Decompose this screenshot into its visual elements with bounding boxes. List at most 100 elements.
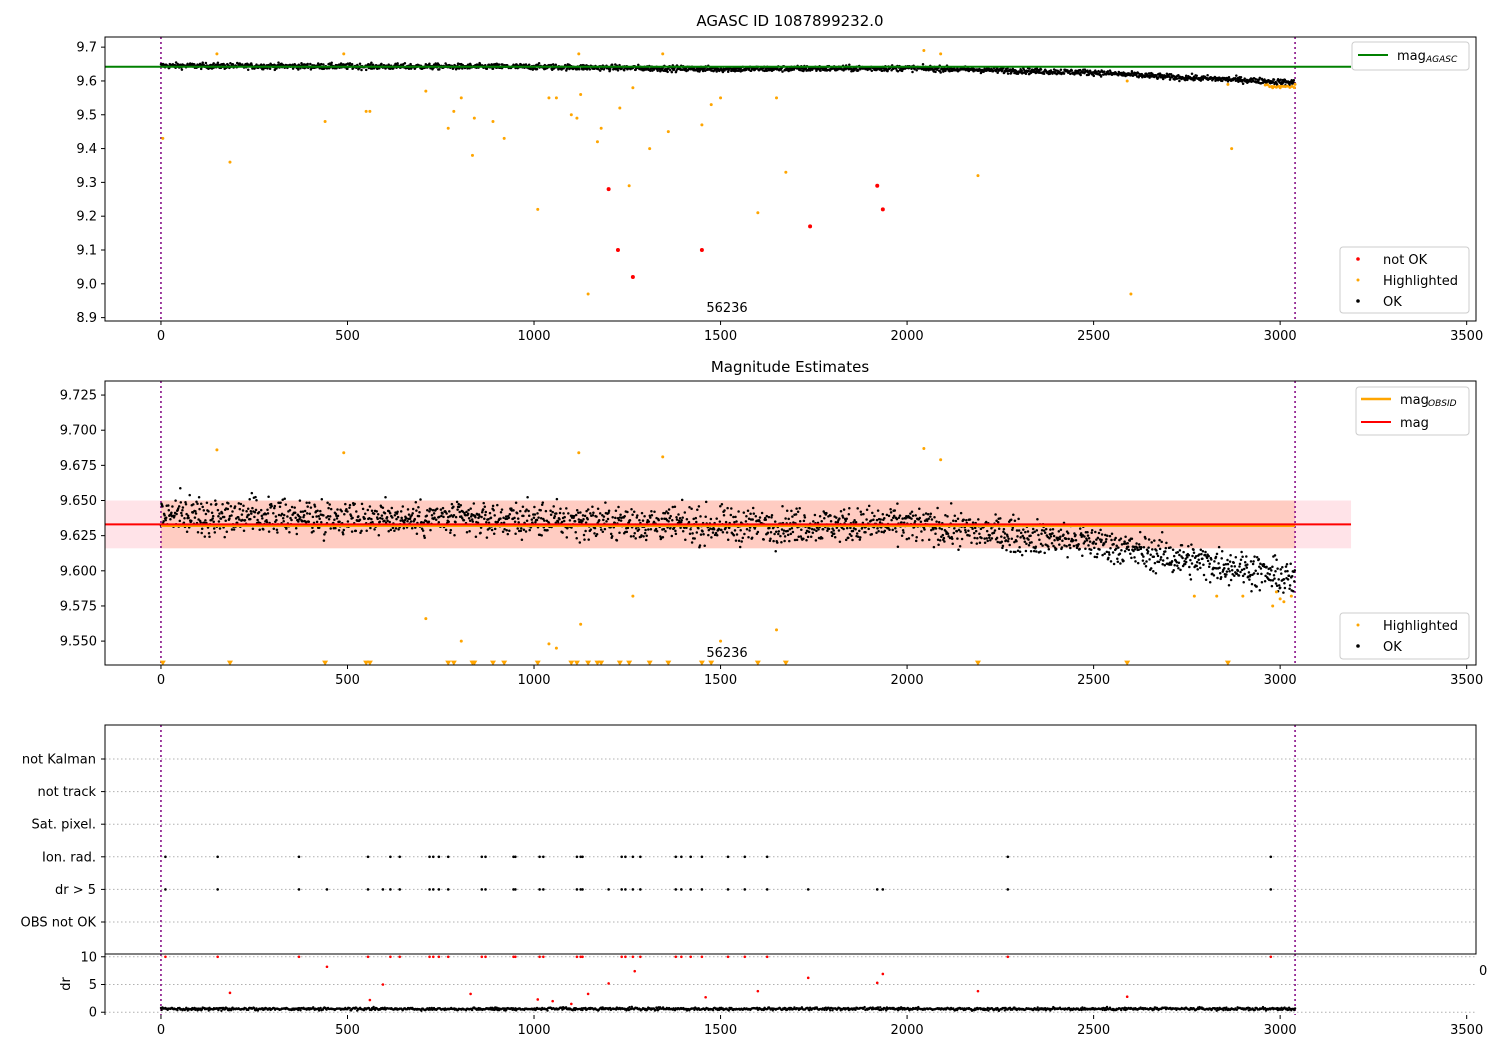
ok-point	[181, 506, 185, 509]
ok-point	[1147, 72, 1151, 75]
ok-point	[725, 531, 729, 534]
ok-point	[952, 519, 955, 522]
ok-point	[363, 517, 366, 520]
flag-point	[689, 888, 693, 891]
ok-point	[650, 514, 654, 517]
ok-point	[709, 517, 713, 521]
ok-point	[1151, 548, 1154, 551]
ok-point	[965, 518, 968, 522]
highlighted-point	[1293, 82, 1297, 86]
ok-point	[1064, 537, 1068, 540]
ok-point	[492, 509, 495, 512]
ok-point	[1065, 544, 1068, 548]
ok-point	[229, 504, 233, 508]
ok-point	[1146, 552, 1149, 555]
ok-point	[637, 63, 640, 67]
ok-point	[774, 530, 778, 534]
ok-point	[204, 61, 208, 65]
ok-point	[185, 530, 189, 533]
ok-point	[645, 534, 648, 538]
panel3-flag-points	[164, 855, 1273, 891]
ok-point	[376, 517, 379, 521]
ok-point	[582, 518, 585, 521]
ok-point	[411, 507, 415, 511]
ok-point	[1053, 539, 1056, 542]
ok-point	[333, 518, 336, 522]
ok-point	[1016, 535, 1019, 538]
ok-point	[1108, 534, 1112, 538]
ok-point	[394, 527, 398, 530]
ok-point	[1220, 79, 1224, 83]
flag-point	[484, 855, 487, 859]
ok-point	[1104, 540, 1108, 544]
highlighted-point	[424, 89, 428, 93]
ok-point	[898, 514, 902, 517]
ok-point	[790, 526, 794, 530]
ok-point	[689, 527, 692, 531]
ok-point	[923, 528, 926, 531]
highlighted-point	[700, 123, 704, 127]
ok-point	[1127, 548, 1131, 552]
ok-point	[661, 536, 665, 539]
ok-point	[685, 517, 689, 521]
ok-point	[1212, 574, 1216, 577]
flag-point	[581, 888, 584, 891]
ok-point	[302, 515, 305, 519]
panel2-obsid-sub: OBSID	[1428, 399, 1457, 409]
flag-point	[480, 888, 484, 891]
ok-point	[1013, 540, 1016, 544]
ok-point	[953, 514, 957, 518]
ok-point	[1138, 530, 1142, 534]
ok-point	[910, 510, 914, 514]
ok-point	[696, 508, 699, 512]
panel-agasc: AGASC ID 1087899232.0 0 500 1000 1500 2000 25…	[76, 12, 1483, 344]
highlighted-point	[618, 106, 622, 110]
ok-point	[358, 518, 362, 522]
ok-point	[1090, 528, 1094, 532]
ok-point	[322, 63, 325, 66]
ok-point	[520, 527, 523, 530]
ok-point	[785, 509, 789, 512]
ok-point	[967, 529, 970, 533]
ok-point	[1027, 538, 1030, 541]
ok-point	[684, 538, 687, 541]
ok-point	[1208, 580, 1212, 584]
ok-point	[164, 518, 167, 522]
highlighted-point	[536, 207, 540, 211]
ok-point	[1103, 552, 1106, 556]
ok-point	[745, 515, 748, 518]
ok-point	[483, 517, 486, 520]
ok-point	[848, 533, 852, 536]
ok-point	[1129, 74, 1133, 77]
ok-point	[433, 516, 436, 520]
ok-point	[328, 515, 332, 518]
flag-point	[765, 855, 769, 859]
ok-point	[370, 517, 373, 521]
ok-point	[471, 520, 475, 523]
ok-point	[973, 526, 977, 530]
ok-point	[810, 527, 814, 531]
ok-point	[575, 508, 579, 512]
ok-point	[461, 517, 464, 520]
ok-point	[1152, 555, 1156, 558]
ok-point	[1079, 73, 1082, 77]
ok-point	[1015, 539, 1018, 543]
ok-point	[717, 527, 721, 531]
ok-point	[949, 502, 953, 505]
panel1-ref-sub: AGASC	[1425, 55, 1458, 65]
ok-point	[841, 516, 845, 519]
ok-point	[803, 516, 807, 519]
ok-point	[1223, 566, 1226, 570]
ok-point	[487, 521, 491, 524]
ok-point	[276, 531, 279, 534]
ok-point	[876, 509, 880, 512]
x-tick-label: 2500	[1077, 673, 1110, 688]
ok-point	[980, 536, 983, 540]
ok-point	[472, 502, 476, 505]
ok-point	[934, 527, 938, 530]
flag-point	[366, 888, 370, 891]
ok-point	[844, 519, 847, 523]
ok-point	[735, 520, 738, 523]
highlighted-triangle	[489, 660, 496, 666]
ok-point	[224, 519, 227, 523]
